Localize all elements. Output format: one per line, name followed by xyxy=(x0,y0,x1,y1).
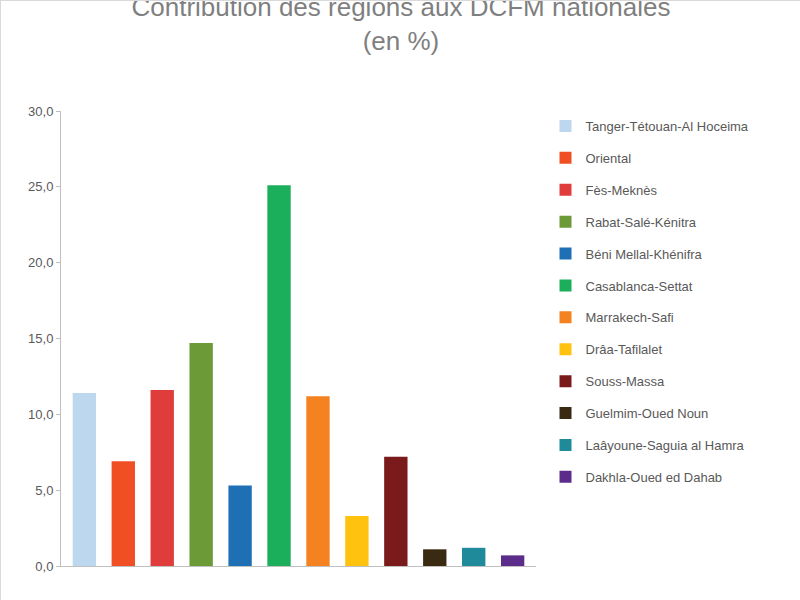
svg-text:Casablanca-Settat: Casablanca-Settat xyxy=(586,279,693,294)
svg-text:Laâyoune-Saguia al Hamra: Laâyoune-Saguia al Hamra xyxy=(586,438,745,453)
svg-text:Tanger-Tétouan-Al Hoceima: Tanger-Tétouan-Al Hoceima xyxy=(586,119,749,134)
svg-text:5,0: 5,0 xyxy=(35,483,53,498)
svg-text:Oriental: Oriental xyxy=(586,151,632,166)
svg-text:Dakhla-Oued ed Dahab: Dakhla-Oued ed Dahab xyxy=(586,470,723,485)
svg-text:Guelmim-Oued Noun: Guelmim-Oued Noun xyxy=(586,406,709,421)
svg-text:Fès-Meknès: Fès-Meknès xyxy=(586,183,658,198)
svg-text:Béni Mellal-Khénifra: Béni Mellal-Khénifra xyxy=(586,247,703,262)
svg-text:30,0: 30,0 xyxy=(28,104,53,119)
svg-text:15,0: 15,0 xyxy=(28,331,53,346)
svg-text:Marrakech-Safi: Marrakech-Safi xyxy=(586,310,674,325)
svg-text:Contribution des régions aux D: Contribution des régions aux DCFM nation… xyxy=(131,1,670,56)
svg-text:Souss-Massa: Souss-Massa xyxy=(586,374,666,389)
svg-text:Drâa-Tafilalet: Drâa-Tafilalet xyxy=(586,342,663,357)
svg-text:25,0: 25,0 xyxy=(28,179,53,194)
svg-text:Rabat-Salé-Kénitra: Rabat-Salé-Kénitra xyxy=(586,215,697,230)
svg-text:20,0: 20,0 xyxy=(28,255,53,270)
svg-text:0,0: 0,0 xyxy=(35,559,53,574)
svg-text:10,0: 10,0 xyxy=(28,407,53,422)
